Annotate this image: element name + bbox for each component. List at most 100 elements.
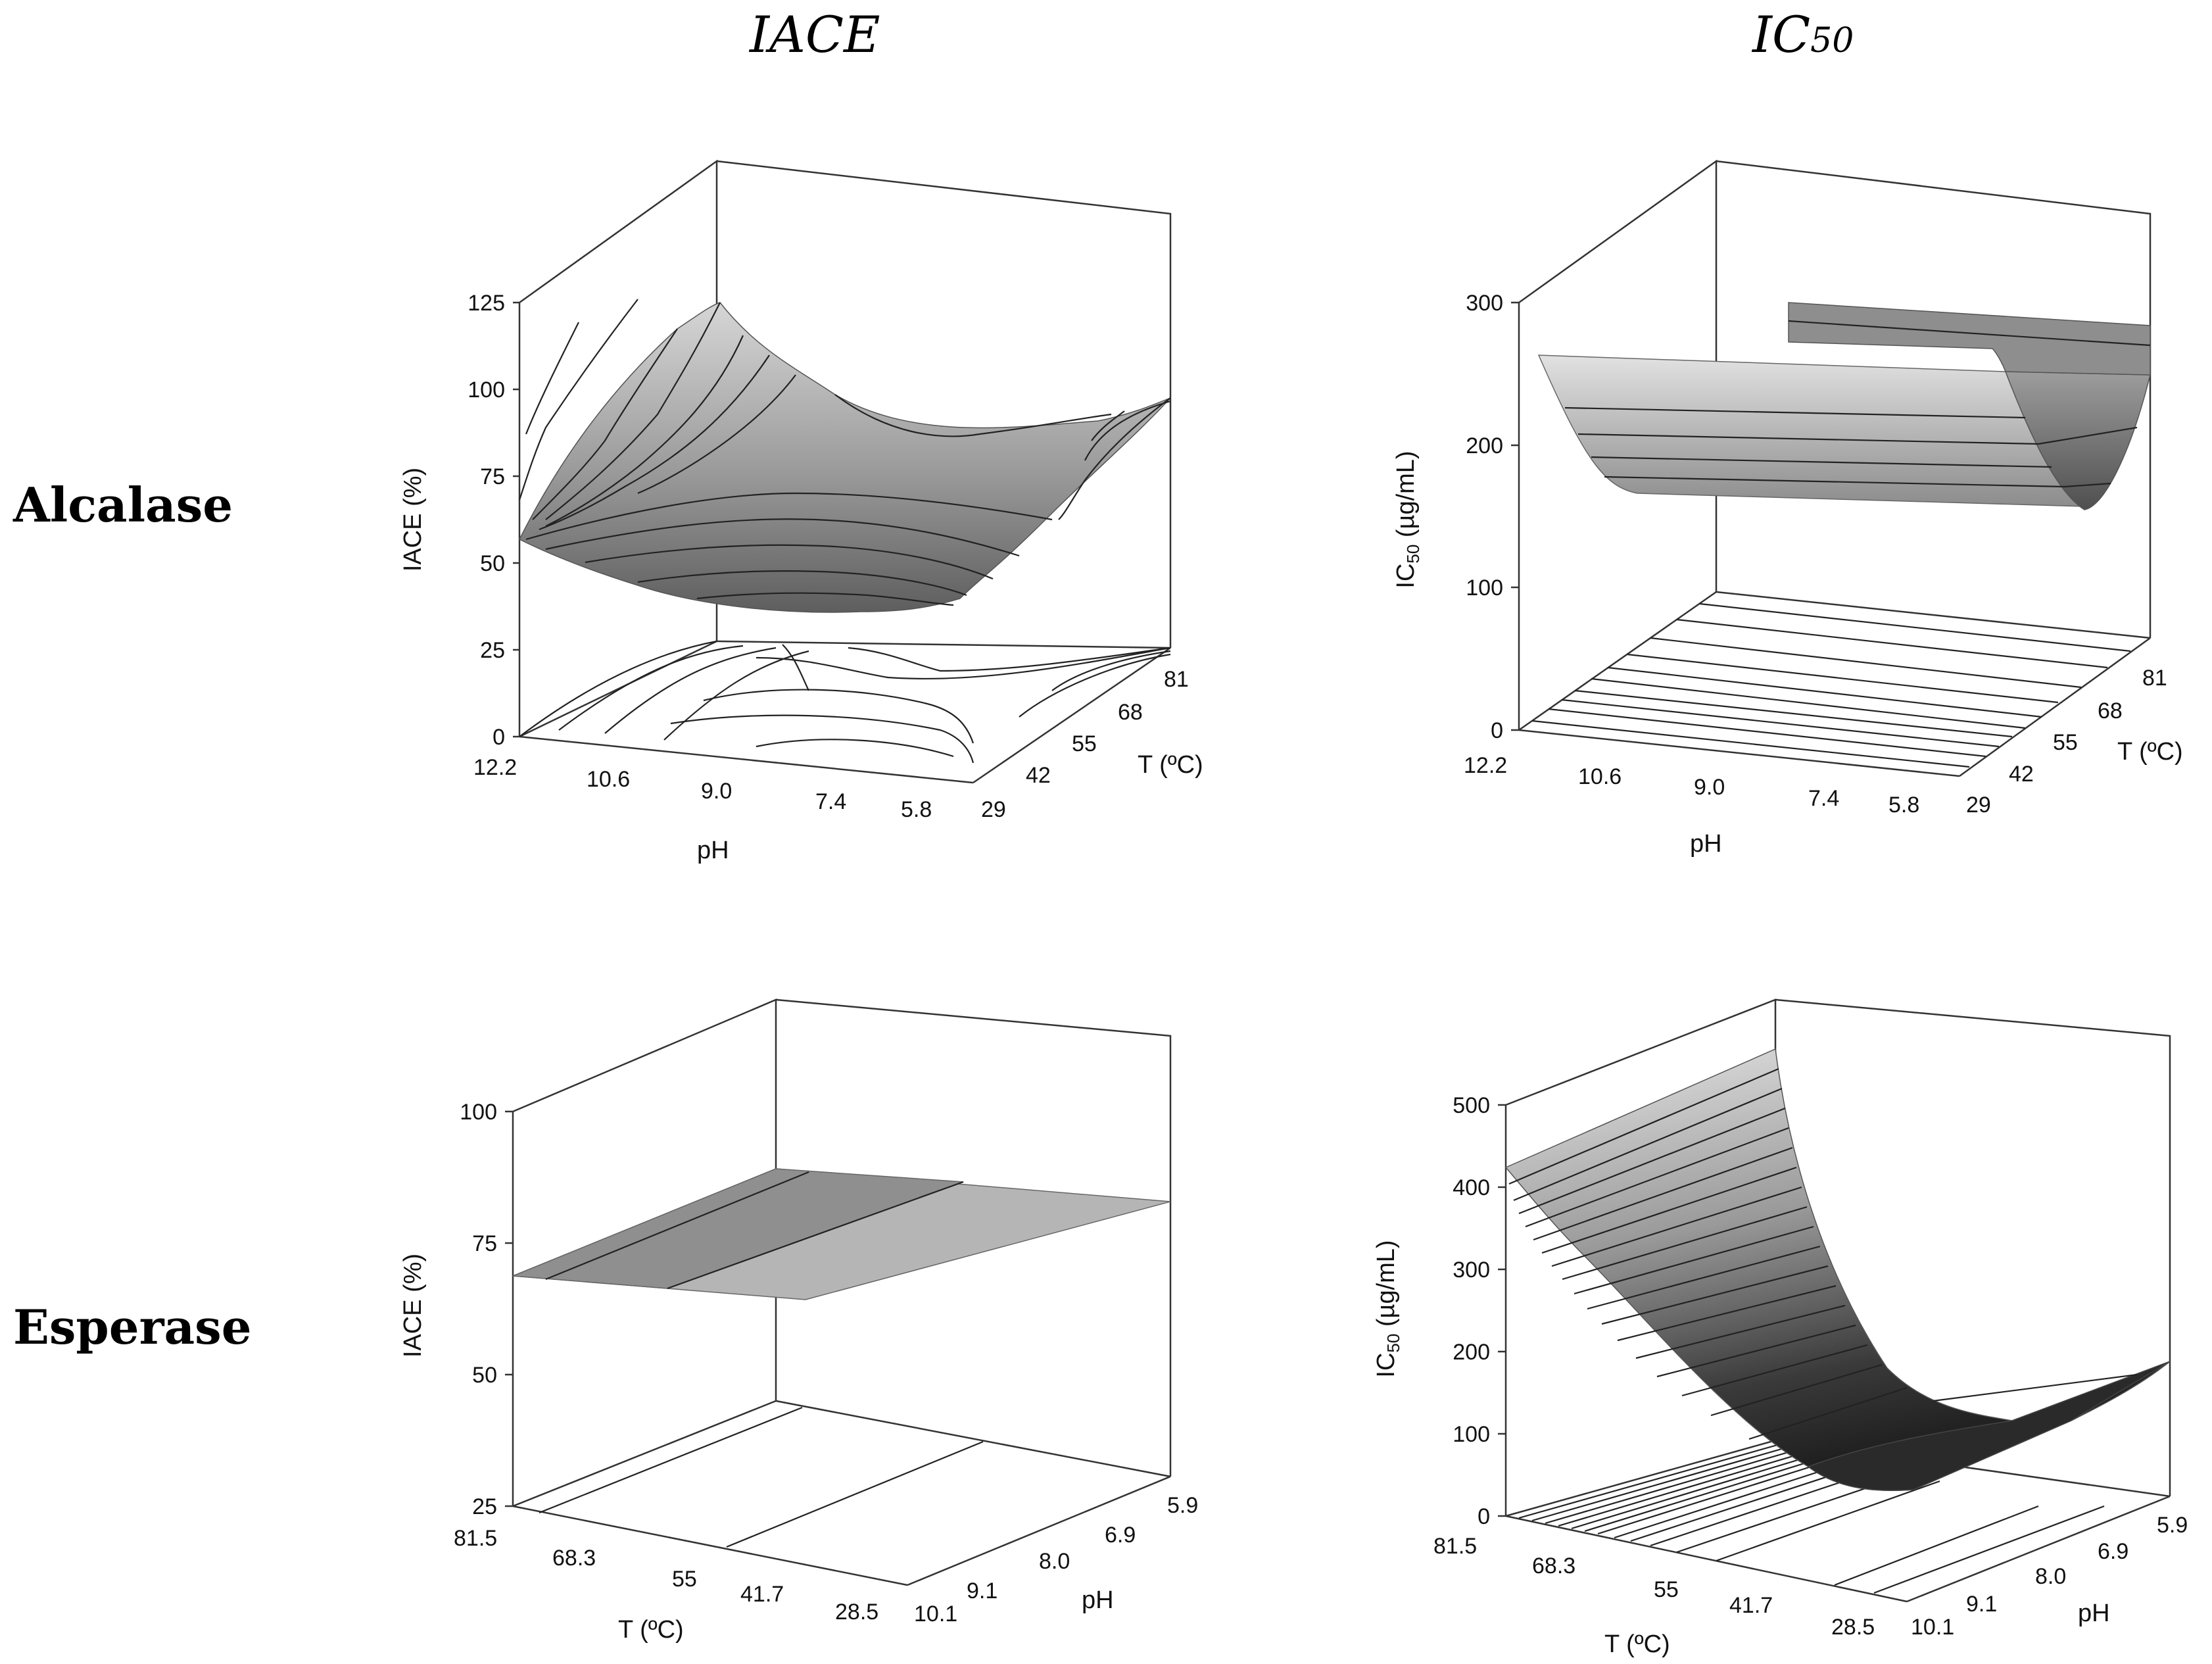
x-tick-4: 5.8 — [1888, 793, 1919, 818]
y-ticks: 10.1 9.1 8.0 6.9 5.9 — [1911, 1513, 2188, 1640]
x-axis-label: pH — [697, 837, 729, 864]
floor-left-back — [1505, 1439, 1776, 1517]
back-wall-right — [716, 160, 1172, 648]
z-axis-label-main: IC — [1392, 564, 1420, 589]
chart-esperase-ic50: 0 100 200 300 400 500 IC50 (µg/mL) 81.5 … — [1361, 987, 2212, 1664]
chart-alcalase-ic50: 0 100 200 300 IC50 (µg/mL) 12.2 10.6 9.0… — [1374, 151, 2212, 875]
chart-esperase-iace-svg: 25 50 75 100 IACE (%) 81.5 68.3 55 41.7 … — [399, 998, 1198, 1644]
z-tick-3: 300 — [1453, 1258, 1490, 1283]
y-tick-4: 81 — [1164, 667, 1189, 692]
column-title-ic50-sub: 50 — [1810, 21, 1854, 61]
z-ticks: 0 100 200 300 400 500 — [1453, 1093, 1506, 1529]
x-ticks: 12.2 10.6 9.0 7.4 5.8 — [473, 755, 932, 822]
y-tick-4: 5.9 — [1167, 1493, 1198, 1518]
z-tick-4: 100 — [468, 378, 505, 403]
response-surface — [1537, 302, 2151, 510]
back-wall-right — [775, 998, 1172, 1477]
y-tick-4: 5.9 — [2157, 1513, 2188, 1538]
z-axis-label-main: IC — [1372, 1353, 1400, 1378]
x-tick-4: 28.5 — [1831, 1615, 1875, 1640]
floor-right-edge — [1906, 1495, 2171, 1603]
x-tick-3: 41.7 — [1729, 1593, 1773, 1618]
floor-left-edge — [512, 1505, 908, 1586]
floor-right-edge — [973, 647, 1171, 784]
x-tick-3: 7.4 — [1808, 786, 1839, 811]
x-tick-2: 9.0 — [1694, 775, 1725, 800]
x-axis-label: T (ºC) — [618, 1616, 684, 1644]
response-surface — [512, 1168, 1171, 1300]
z-axis-label-sub: 50 — [1383, 1334, 1403, 1353]
z-tick-2: 50 — [480, 551, 505, 576]
x-tick-4: 5.8 — [901, 797, 932, 822]
chart-esperase-iace: 25 50 75 100 IACE (%) 81.5 68.3 55 41.7 … — [388, 987, 1243, 1664]
z-tick-1: 100 — [1453, 1422, 1490, 1447]
floor-left-back — [519, 640, 717, 738]
z-tick-5: 500 — [1453, 1093, 1490, 1118]
column-title-ic50-main: IC — [1752, 5, 1811, 64]
z-axis-label-sub: 50 — [1403, 545, 1423, 564]
z-tick-3: 300 — [1466, 291, 1503, 316]
x-tick-0: 12.2 — [473, 755, 517, 780]
x-tick-1: 68.3 — [1532, 1554, 1575, 1578]
y-axis-label: T (ºC) — [2117, 738, 2183, 766]
floor-contours — [1531, 602, 2131, 768]
floor-contours — [519, 640, 1171, 764]
response-surface — [518, 299, 1171, 613]
x-tick-2: 9.0 — [701, 779, 732, 804]
floor-left-edge — [1518, 729, 1960, 777]
y-tick-2: 55 — [1072, 731, 1097, 756]
y-axis-label: pH — [1082, 1586, 1114, 1614]
z-tick-2: 200 — [1466, 433, 1503, 458]
column-title-iace: IACE — [750, 5, 880, 64]
response-surface — [1504, 1048, 2171, 1491]
z-tick-1: 100 — [1466, 575, 1503, 600]
z-ticks: 0 100 200 300 — [1466, 291, 1519, 743]
floor-back-edge — [775, 1400, 1171, 1478]
chart-alcalase-iace-svg: 0 25 50 75 100 125 IACE (%) 12.2 10.6 9.… — [399, 159, 1203, 864]
x-tick-0: 81.5 — [1433, 1534, 1477, 1559]
floor-back-edge — [716, 640, 1171, 649]
z-tick-4: 400 — [1453, 1175, 1490, 1200]
y-tick-2: 8.0 — [2035, 1564, 2066, 1589]
x-tick-2: 55 — [1654, 1577, 1679, 1602]
y-axis-label: pH — [2078, 1600, 2110, 1627]
x-tick-1: 10.6 — [1578, 764, 1622, 789]
column-title-ic50: IC50 — [1752, 5, 1854, 64]
y-tick-3: 68 — [2098, 698, 2123, 723]
x-tick-0: 81.5 — [454, 1526, 497, 1551]
z-tick-3: 100 — [460, 1100, 497, 1125]
z-axis-label: IACE (%) — [399, 468, 427, 572]
y-tick-3: 6.9 — [1105, 1523, 1136, 1548]
chart-alcalase-iace: 0 25 50 75 100 125 IACE (%) 12.2 10.6 9.… — [388, 151, 1243, 875]
y-tick-0: 10.1 — [914, 1602, 957, 1627]
chart-alcalase-ic50-svg: 0 100 200 300 IC50 (µg/mL) 12.2 10.6 9.0… — [1392, 159, 2183, 858]
z-tick-0: 0 — [1478, 1504, 1490, 1529]
z-axis-label: IC50 (µg/mL) — [1372, 1240, 1403, 1377]
z-tick-3: 75 — [480, 464, 505, 489]
x-tick-4: 28.5 — [835, 1600, 878, 1625]
x-tick-1: 68.3 — [552, 1546, 596, 1571]
floor-left-edge — [1505, 1515, 1908, 1603]
z-axis-label-rest: (µg/mL) — [1392, 451, 1420, 544]
z-tick-2: 200 — [1453, 1340, 1490, 1365]
back-wall-right — [1716, 160, 2152, 638]
x-tick-3: 7.4 — [815, 789, 846, 814]
floor-contours — [1518, 1442, 2105, 1594]
y-tick-4: 81 — [2142, 666, 2167, 691]
y-tick-1: 42 — [2009, 762, 2034, 787]
x-tick-0: 12.2 — [1464, 753, 1507, 778]
y-ticks: 29 42 55 68 81 — [1966, 666, 2167, 818]
z-ticks: 0 25 50 75 100 125 — [468, 291, 519, 750]
floor-back-edge — [1716, 591, 2151, 639]
floor-contours — [539, 1406, 984, 1548]
z-axis-label-rest: (µg/mL) — [1372, 1240, 1400, 1333]
z-tick-1: 50 — [472, 1363, 497, 1388]
z-ticks: 25 50 75 100 — [460, 1100, 513, 1519]
y-tick-0: 10.1 — [1911, 1615, 1954, 1640]
y-tick-1: 9.1 — [1966, 1592, 1997, 1617]
y-tick-3: 6.9 — [2098, 1539, 2128, 1564]
y-tick-2: 8.0 — [1039, 1549, 1070, 1574]
x-ticks: 12.2 10.6 9.0 7.4 5.8 — [1464, 753, 1919, 818]
y-ticks: 29 42 55 68 81 — [981, 667, 1189, 822]
row-label-esperase: Esperase — [13, 1299, 252, 1355]
